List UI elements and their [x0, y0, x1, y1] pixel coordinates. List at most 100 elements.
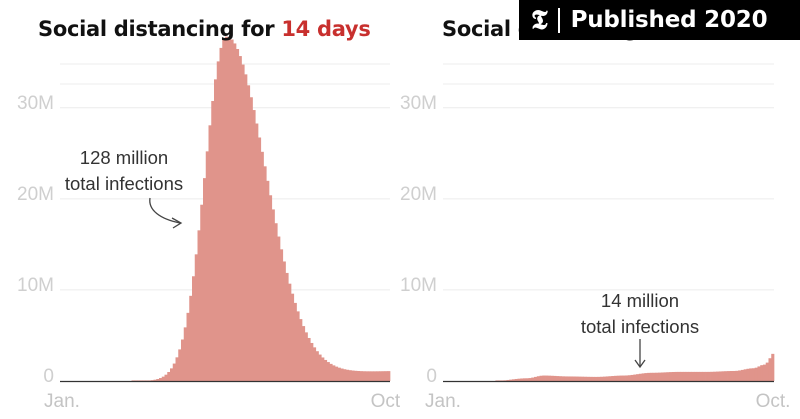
- bar: [569, 376, 573, 381]
- bar: [762, 364, 767, 381]
- bar: [583, 376, 587, 381]
- bar-series: [495, 353, 775, 381]
- bar: [696, 371, 700, 381]
- bar: [170, 368, 174, 381]
- y-tick-label: 0: [43, 366, 54, 387]
- y-tick-label: 20M: [17, 184, 54, 205]
- bar: [754, 367, 758, 381]
- bar: [605, 376, 609, 381]
- chart-title-highlight: 14 days: [281, 17, 371, 41]
- bar: [567, 376, 571, 381]
- bar: [572, 376, 576, 381]
- bar: [148, 380, 152, 381]
- bar: [638, 373, 642, 381]
- bar: [134, 380, 138, 381]
- bar: [652, 372, 656, 381]
- bar: [702, 371, 706, 381]
- bar: [354, 370, 358, 381]
- bar: [175, 357, 179, 381]
- bar: [271, 209, 275, 381]
- bar: [578, 376, 582, 381]
- bar: [520, 378, 524, 381]
- bar: [379, 371, 383, 381]
- bar: [153, 379, 157, 381]
- bar: [749, 368, 753, 381]
- y-tick-label: 10M: [400, 275, 437, 296]
- bar: [359, 371, 363, 381]
- bar: [357, 371, 361, 381]
- bar: [260, 151, 264, 381]
- bar: [236, 49, 240, 381]
- bar: [768, 358, 772, 381]
- annotation-line-1: 128 million: [80, 147, 168, 168]
- bar: [528, 378, 532, 381]
- bar: [633, 374, 637, 381]
- bar: [663, 372, 667, 381]
- bar: [699, 371, 703, 381]
- bar: [348, 370, 352, 381]
- bar: [649, 372, 653, 381]
- bar: [156, 379, 160, 381]
- bar: [765, 362, 769, 381]
- bar: [627, 375, 631, 381]
- bar: [542, 375, 546, 381]
- bar: [511, 379, 516, 381]
- bar: [263, 166, 267, 381]
- bar: [740, 369, 745, 381]
- bar: [550, 375, 554, 381]
- bar: [757, 366, 761, 381]
- bar: [313, 347, 317, 381]
- bar: [735, 370, 739, 381]
- bar: [531, 377, 535, 381]
- bar: [721, 371, 725, 381]
- bar: [203, 178, 207, 381]
- bar: [285, 272, 289, 381]
- bar: [183, 327, 187, 381]
- published-label: Published 2020: [570, 7, 768, 33]
- bar: [326, 362, 330, 381]
- bar: [343, 369, 347, 381]
- bar: [288, 283, 292, 381]
- bar: [760, 365, 764, 381]
- y-tick-label: 30M: [400, 93, 437, 114]
- bar: [608, 376, 612, 381]
- bar: [682, 371, 687, 381]
- bar: [771, 353, 775, 381]
- bar: [729, 371, 733, 381]
- bar: [340, 368, 344, 381]
- bar: [159, 378, 163, 381]
- bar: [315, 351, 319, 381]
- chart-14-days: 0 10M 20M 30M Jan. Oct. 128 million total infec…: [17, 36, 400, 412]
- bar: [244, 74, 248, 382]
- bar: [233, 43, 237, 381]
- bar: [280, 249, 284, 381]
- bar: [644, 373, 648, 381]
- bar: [503, 380, 507, 381]
- bar: [384, 371, 388, 381]
- bar: [208, 125, 212, 381]
- bar: [724, 371, 728, 381]
- annotation: 128 million total infections: [65, 147, 183, 229]
- bar: [641, 373, 645, 381]
- bar: [536, 376, 540, 381]
- bar: [321, 357, 325, 381]
- bar: [751, 368, 756, 381]
- bar: [506, 379, 510, 381]
- bar: [727, 371, 731, 381]
- bar: [186, 312, 190, 381]
- bar: [636, 374, 640, 381]
- bar: [172, 363, 176, 381]
- bar: [222, 39, 226, 382]
- annotation-arrowhead: [171, 217, 183, 229]
- bar: [293, 302, 297, 381]
- bar: [370, 371, 374, 381]
- bar: [219, 47, 223, 381]
- bar: [258, 137, 262, 381]
- y-tick-label: 30M: [17, 93, 54, 114]
- bar: [167, 372, 171, 381]
- bar: [304, 332, 308, 381]
- bar: [310, 342, 314, 381]
- bar: [630, 374, 634, 381]
- bar: [277, 236, 281, 381]
- bar: [558, 376, 562, 381]
